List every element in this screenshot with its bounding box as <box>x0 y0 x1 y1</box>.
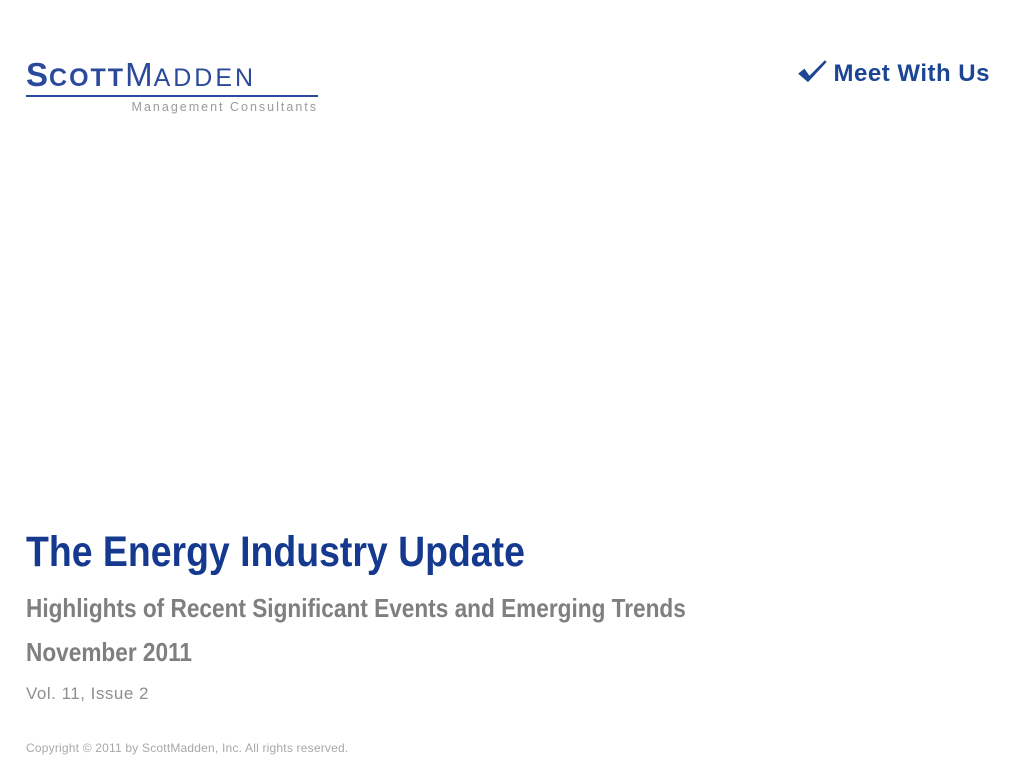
checkmark-icon <box>796 57 827 91</box>
wordmark-madden-rest: ADDEN <box>153 64 257 92</box>
subtitle: Highlights of Recent Significant Events … <box>26 593 686 624</box>
volume-label: Vol. 11, Issue 2 <box>26 683 149 703</box>
wordmark-scott-initial: S <box>26 56 50 93</box>
title-block: The Energy Industry Update Highlights of… <box>26 528 784 704</box>
scottmadden-wordmark: SCOTTMADDEN <box>26 58 318 97</box>
wordmark-madden-initial: M <box>125 56 154 93</box>
meet-with-us-link[interactable]: Meet With Us <box>796 57 990 91</box>
meet-with-us-label: Meet With Us <box>833 60 990 87</box>
wordmark-scott-rest: COTT <box>49 64 126 92</box>
copyright-notice: Copyright © 2011 by ScottMadden, Inc. Al… <box>26 741 349 755</box>
logo-tagline: Management Consultants <box>131 100 318 114</box>
scottmadden-logo: SCOTTMADDEN Management Consultants <box>26 58 318 114</box>
issue-date: November 2011 <box>26 637 192 668</box>
page-title: The Energy Industry Update <box>26 528 525 576</box>
